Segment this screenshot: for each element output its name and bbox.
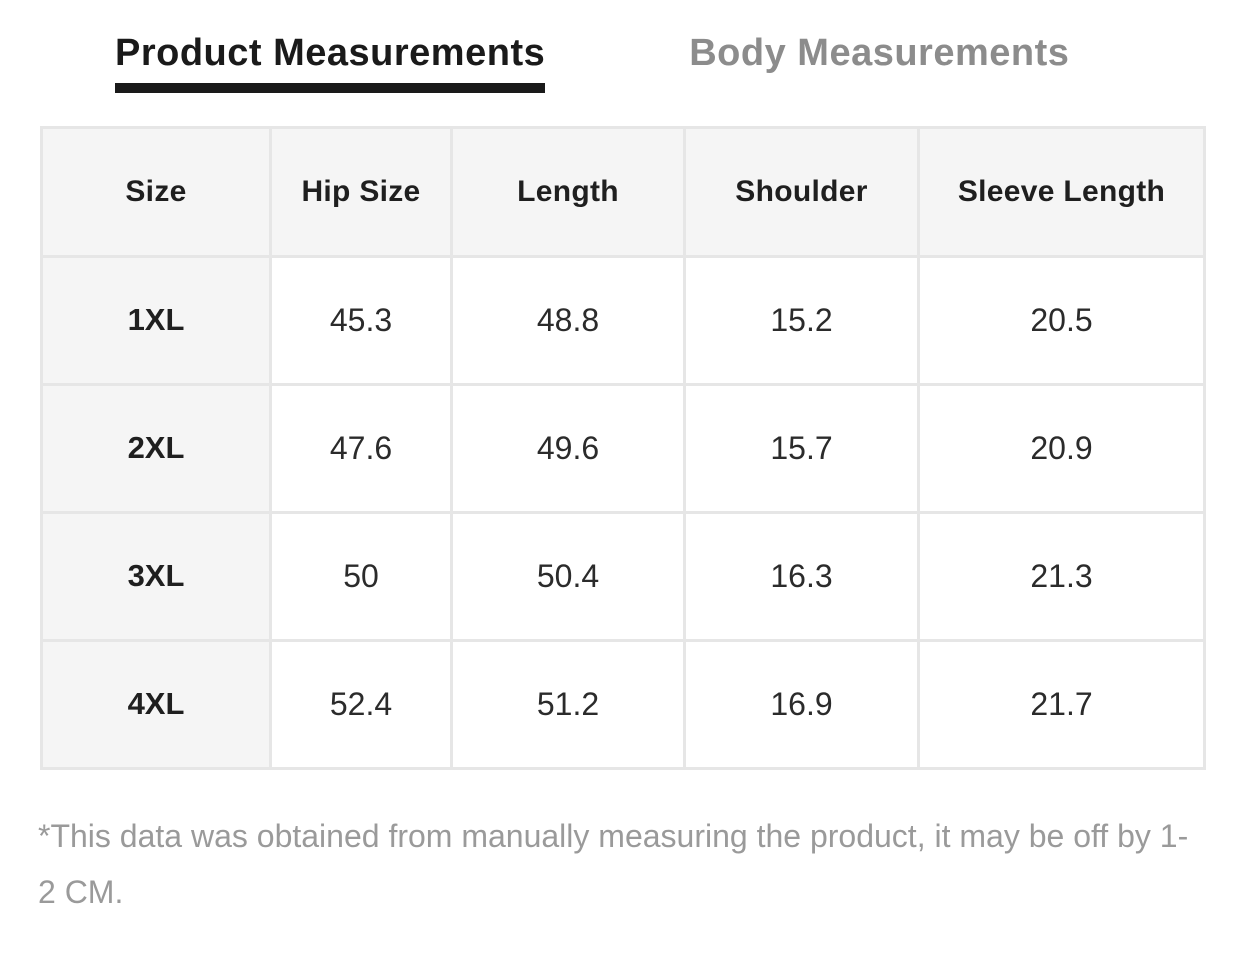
size-cell: 4XL xyxy=(40,638,272,770)
size-chart-table-container: Size Hip Size Length Shoulder Sleeve Len… xyxy=(40,125,1242,770)
tab-product-measurements[interactable]: Product Measurements xyxy=(115,32,546,93)
column-header-sleeve-length: Sleeve Length xyxy=(917,125,1206,258)
measurement-cell: 52.4 xyxy=(269,638,453,770)
table-row: 3XL 50 50.4 16.3 21.3 xyxy=(40,510,1206,642)
measurement-cell: 49.6 xyxy=(450,382,686,514)
size-cell: 2XL xyxy=(40,382,272,514)
table-row: 1XL 45.3 48.8 15.2 20.5 xyxy=(40,254,1206,386)
column-header-shoulder: Shoulder xyxy=(683,125,920,258)
column-header-length: Length xyxy=(450,125,686,258)
measurement-disclaimer: *This data was obtained from manually me… xyxy=(38,817,1189,910)
measurement-cell: 16.9 xyxy=(683,638,920,770)
measurement-cell: 48.8 xyxy=(450,254,686,386)
measurement-cell: 15.2 xyxy=(683,254,920,386)
measurement-cell: 51.2 xyxy=(450,638,686,770)
measurement-cell: 16.3 xyxy=(683,510,920,642)
table-row: 4XL 52.4 51.2 16.9 21.7 xyxy=(40,638,1206,770)
measurement-cell: 15.7 xyxy=(683,382,920,514)
measurement-cell: 47.6 xyxy=(269,382,453,514)
tab-body-measurements[interactable]: Body Measurements xyxy=(689,32,1070,74)
table-header-row: Size Hip Size Length Shoulder Sleeve Len… xyxy=(40,125,1206,258)
table-row: 2XL 47.6 49.6 15.7 20.9 xyxy=(40,382,1206,514)
column-header-size: Size xyxy=(40,125,272,258)
column-header-hip-size: Hip Size xyxy=(269,125,453,258)
measurement-cell: 20.9 xyxy=(917,382,1206,514)
measurement-cell: 45.3 xyxy=(269,254,453,386)
size-cell: 1XL xyxy=(40,254,272,386)
measurement-cell: 21.3 xyxy=(917,510,1206,642)
size-cell: 3XL xyxy=(40,510,272,642)
measurement-cell: 21.7 xyxy=(917,638,1206,770)
measurement-cell: 20.5 xyxy=(917,254,1206,386)
measurement-tabs: Product Measurements Body Measurements xyxy=(115,32,1242,93)
size-chart-table: Size Hip Size Length Shoulder Sleeve Len… xyxy=(40,125,1206,770)
measurement-cell: 50 xyxy=(269,510,453,642)
measurement-cell: 50.4 xyxy=(450,510,686,642)
